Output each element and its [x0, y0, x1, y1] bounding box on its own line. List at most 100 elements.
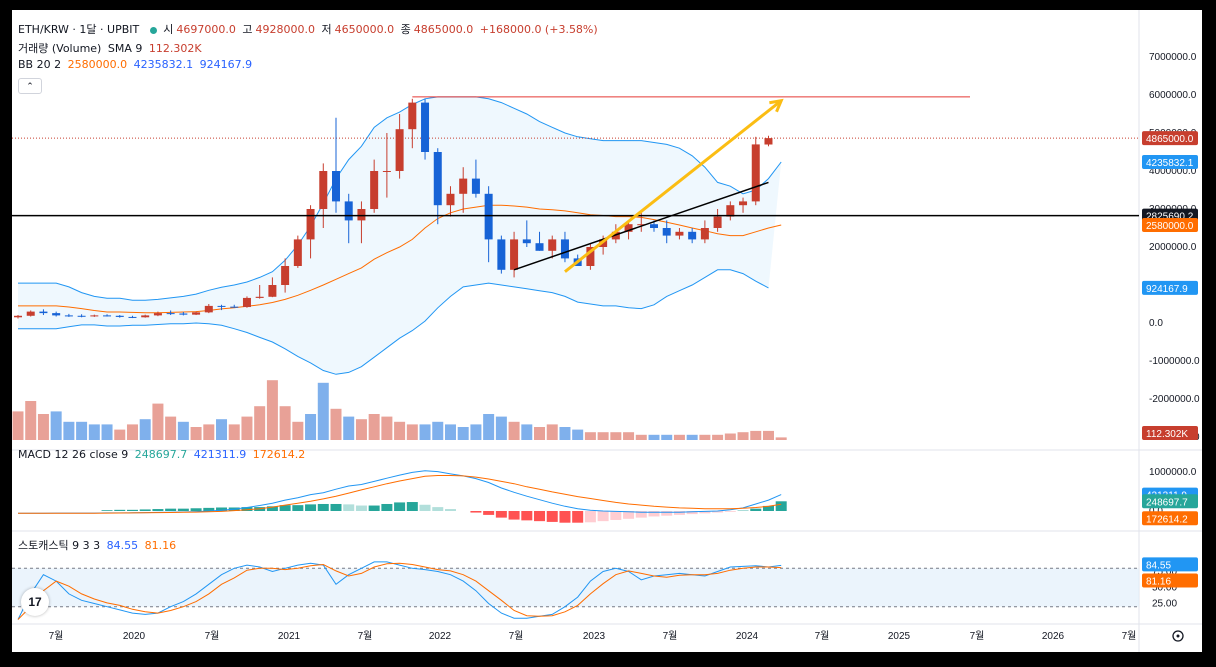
macd-histogram-bar	[432, 507, 444, 511]
macd-histogram-bar	[572, 511, 584, 523]
time-axis-tick: 2023	[583, 631, 606, 642]
candle	[115, 315, 124, 317]
macd-histogram-bar	[470, 511, 482, 513]
candle	[268, 285, 277, 297]
candle	[39, 311, 48, 314]
candle	[64, 315, 73, 317]
candle	[370, 171, 379, 209]
candle	[421, 102, 430, 152]
macd-histogram-bar	[534, 511, 546, 522]
symbol-title[interactable]: ETH/KRW · 1달 · UPBIT	[18, 23, 140, 36]
macd-histogram-bar	[673, 511, 685, 515]
bb-legend[interactable]: BB 20 2 2580000.0 4235832.1 924167.9	[18, 58, 255, 71]
price-label-text: 172614.2	[1146, 514, 1188, 525]
stoch-legend[interactable]: 스토캐스틱 9 3 3 84.55 81.16	[18, 537, 179, 553]
price-label-text: 2580000.0	[1146, 221, 1194, 232]
trend-arrow	[564, 99, 783, 273]
candle	[675, 231, 684, 236]
volume-bar	[750, 430, 762, 440]
volume-bar	[635, 434, 647, 440]
candle	[497, 239, 506, 270]
bb-basis-line	[18, 204, 782, 314]
macd-histogram-bar	[648, 511, 660, 517]
candle	[306, 209, 315, 240]
candle	[166, 313, 175, 315]
candle	[548, 239, 557, 251]
macd-legend[interactable]: MACD 12 26 close 9 248697.7 421311.9 172…	[18, 448, 308, 461]
candle	[395, 129, 404, 171]
volume-bar	[177, 421, 189, 440]
collapse-legend-button[interactable]: ⌃	[18, 78, 42, 94]
volume-bar	[534, 427, 546, 440]
bb-lower-value: 924167.9	[199, 58, 253, 71]
volume-bar	[737, 432, 749, 440]
candle	[293, 239, 302, 266]
volume-bar	[559, 427, 571, 440]
volume-bar	[394, 421, 406, 440]
volume-bar	[241, 416, 253, 440]
symbol-legend: ETH/KRW · 1달 · UPBIT 시 4697000.0 고 4928000…	[18, 21, 601, 37]
time-axis-tick: 7월	[1122, 630, 1137, 642]
macd-histogram-bar	[266, 506, 278, 511]
volume-bar	[368, 414, 380, 440]
macd-histogram-bar	[419, 504, 431, 511]
volume-bar	[279, 406, 291, 440]
candle	[319, 171, 328, 209]
candle	[141, 315, 150, 318]
stoch-d-value: 81.16	[144, 539, 177, 552]
volume-bar	[292, 421, 304, 440]
volume-bar	[623, 432, 635, 440]
bb-upper-value: 4235832.1	[133, 58, 194, 71]
macd-histogram-bar	[394, 502, 406, 511]
macd-histogram-bar	[126, 509, 138, 511]
volume-bar	[25, 401, 37, 440]
volume-bar	[521, 424, 533, 440]
macd-label: MACD 12 26 close 9	[18, 448, 129, 461]
bb-upper-line	[18, 96, 782, 301]
stoch-axis-tick: 75.00	[1152, 567, 1177, 578]
volume-bar	[712, 434, 724, 440]
price-label-text: 4865000.0	[1146, 134, 1194, 145]
low-label: 저	[321, 23, 332, 36]
settings-gear-icon-center	[1176, 634, 1180, 638]
volume-bar	[584, 432, 596, 440]
price-axis-tick: 0.0	[1149, 318, 1163, 329]
chart-svg[interactable]: 7000000.06000000.05000000.04000000.03000…	[12, 10, 1202, 652]
volume-bar	[762, 430, 774, 440]
macd-histogram-bar	[355, 505, 367, 511]
volume-legend[interactable]: 거래량 (Volume) SMA 9 112.302K	[18, 40, 205, 56]
macd-histogram-bar	[610, 511, 622, 520]
stoch-band	[12, 568, 1139, 607]
candle	[637, 224, 646, 226]
volume-bar	[203, 424, 215, 440]
candle	[700, 228, 709, 240]
chevron-up-icon: ⌃	[26, 81, 34, 91]
price-label-text: 84.55	[1146, 560, 1171, 571]
price-label-badge	[1142, 131, 1198, 146]
settings-gear-icon[interactable]	[1172, 630, 1184, 642]
macd-signal-value: 172614.2	[252, 448, 306, 461]
macd-histogram-bar	[305, 504, 317, 511]
volume-bar	[88, 424, 100, 440]
macd-histogram-bar	[279, 505, 291, 511]
volume-bar	[63, 421, 75, 440]
candle	[764, 138, 773, 145]
volume-bar	[495, 416, 507, 440]
price-axis-tick: 4000000.0	[1149, 166, 1197, 177]
price-label-text: 4235832.1	[1146, 158, 1194, 169]
stoch-axis-tick: 25.00	[1152, 599, 1177, 610]
volume-bar	[12, 411, 24, 440]
candle	[255, 296, 264, 298]
price-label-text: 924167.9	[1146, 284, 1188, 295]
candle	[77, 315, 86, 317]
candle	[332, 171, 340, 202]
candle	[408, 102, 417, 130]
low-value: 4650000.0	[334, 23, 395, 36]
candle	[510, 239, 519, 270]
volume-bar	[546, 424, 558, 440]
time-axis-tick: 7월	[663, 630, 678, 642]
volume-bar	[190, 427, 202, 440]
volume-bar	[139, 419, 151, 440]
tradingview-logo[interactable]: 17	[21, 588, 49, 616]
price-label-badge	[1142, 511, 1198, 526]
